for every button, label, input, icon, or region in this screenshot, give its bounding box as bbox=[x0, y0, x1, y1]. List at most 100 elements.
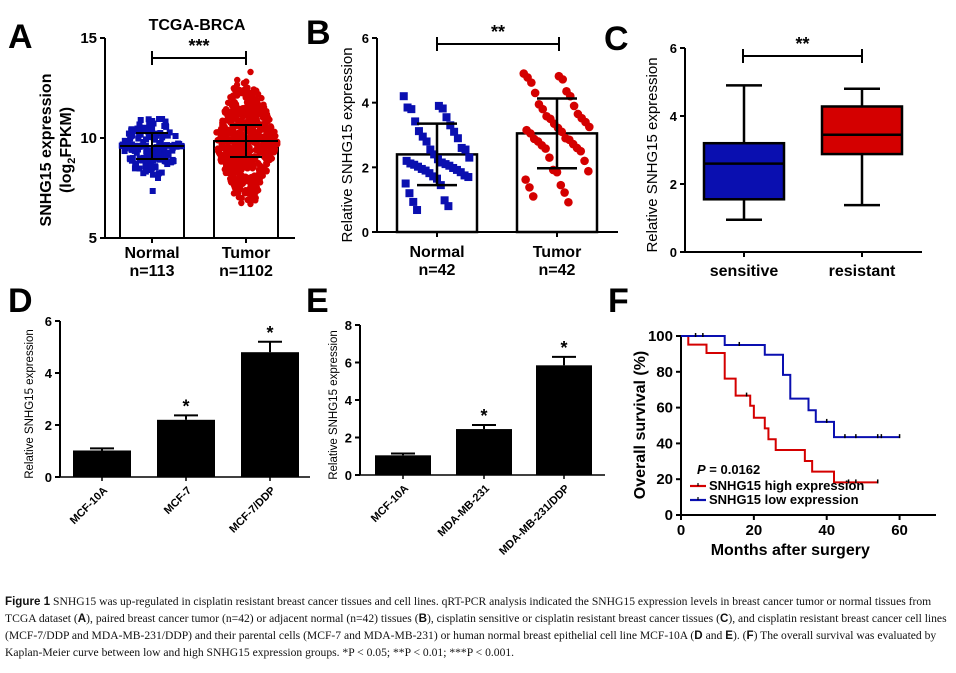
data-point-tumor bbox=[260, 150, 268, 157]
data-point-normal bbox=[147, 159, 154, 166]
panel-c-chart: Relative SNHG15 expression 0 2 4 6 sensitive r… bbox=[644, 34, 922, 280]
panel-e-y-tick-label: 6 bbox=[345, 356, 352, 371]
data-point-tumor bbox=[225, 143, 232, 150]
caption-panel-ref: D bbox=[694, 629, 703, 642]
data-point-normal bbox=[163, 158, 170, 165]
data-point-normal bbox=[149, 125, 156, 132]
x-category-label: Tumor bbox=[533, 244, 582, 261]
data-point-tumor bbox=[528, 192, 538, 201]
panel-b-chart: Relative SNHG15 expression 0246Normaln=42… bbox=[339, 22, 618, 279]
data-point-normal bbox=[167, 159, 174, 166]
y-axis-label: Relative SNHG15 expression bbox=[328, 330, 340, 480]
data-point-normal bbox=[150, 120, 157, 127]
n-label: n=42 bbox=[539, 262, 576, 279]
data-point-tumor bbox=[234, 144, 241, 152]
data-point-normal bbox=[125, 130, 132, 137]
data-point-normal bbox=[413, 206, 422, 215]
data-point-tumor bbox=[237, 110, 244, 117]
caption-panel-ref: E bbox=[725, 629, 733, 642]
data-point-normal bbox=[127, 156, 134, 163]
data-point-normal bbox=[165, 149, 172, 156]
data-point-tumor bbox=[584, 166, 593, 176]
data-point-tumor bbox=[264, 125, 271, 132]
data-point-tumor bbox=[525, 183, 534, 192]
data-point-normal bbox=[159, 116, 166, 122]
data-point-tumor bbox=[558, 75, 567, 84]
chart-title: TCGA-BRCA bbox=[149, 17, 246, 34]
panel-a-y-tick-label: 10 bbox=[80, 130, 97, 147]
data-point-normal bbox=[162, 118, 169, 125]
panel-e-y-tick-label: 4 bbox=[345, 393, 353, 408]
x-category-label: MCF-10A bbox=[68, 485, 110, 527]
bar-mda-mb-231 bbox=[456, 429, 512, 475]
data-point-tumor bbox=[232, 150, 239, 157]
data-point-normal bbox=[155, 175, 162, 181]
caption-panel-ref: C bbox=[719, 612, 729, 625]
x-category-label: MCF-7/DDP bbox=[227, 485, 278, 536]
data-point-normal bbox=[163, 123, 170, 130]
y-axis-label-line1: SNHG15 expression bbox=[38, 74, 55, 227]
box-sensitive bbox=[702, 141, 786, 201]
data-point-tumor bbox=[245, 128, 253, 135]
y-axis-label: Overall survival (%) bbox=[632, 351, 649, 500]
data-point-normal bbox=[464, 173, 473, 182]
data-point-tumor bbox=[231, 86, 238, 93]
y-axis-label-line2: (log2FPKM) bbox=[58, 107, 78, 193]
y-axis-label: Relative SNHG15 expression bbox=[644, 57, 661, 252]
data-point-tumor bbox=[252, 175, 260, 183]
bar-mcf-7/ddp bbox=[241, 352, 299, 477]
data-point-tumor bbox=[233, 161, 240, 169]
data-point-tumor bbox=[223, 169, 230, 176]
panel-f-y-tick-label: 20 bbox=[656, 471, 673, 488]
panel-a-sig-label: *** bbox=[188, 36, 209, 56]
panel-b-y-tick-label: 4 bbox=[362, 96, 370, 111]
data-point-tumor bbox=[238, 166, 245, 173]
panel-c-y-tick-label: 4 bbox=[670, 109, 678, 124]
panel-d-y-tick-label: 4 bbox=[45, 366, 53, 381]
panel-letter-e: E bbox=[306, 282, 329, 320]
data-point-tumor bbox=[234, 76, 241, 84]
data-point-tumor bbox=[235, 130, 243, 137]
panel-f-y-tick-label: 40 bbox=[656, 435, 673, 452]
data-point-tumor bbox=[249, 99, 257, 107]
data-point-tumor bbox=[252, 146, 259, 154]
data-point-normal bbox=[156, 116, 163, 123]
data-point-normal bbox=[414, 127, 423, 136]
bar-mcf-10a bbox=[375, 455, 431, 475]
km-curve-blue bbox=[681, 335, 900, 439]
data-point-normal bbox=[136, 122, 143, 129]
caption-panel-ref: F bbox=[746, 629, 754, 642]
x-category-label: Tumor bbox=[222, 245, 271, 262]
caption-text: ), paired breast cancer tumor (n=42) or … bbox=[86, 612, 419, 625]
data-point-tumor bbox=[214, 148, 222, 155]
panel-f-y-tick-label: 0 bbox=[665, 507, 673, 524]
data-point-normal bbox=[169, 147, 176, 154]
panel-b-y-tick-label: 2 bbox=[362, 160, 369, 175]
data-point-normal bbox=[440, 196, 449, 205]
data-point-normal bbox=[172, 133, 179, 140]
panel-letter-c: C bbox=[604, 20, 629, 58]
bar-mcf-7 bbox=[157, 419, 215, 477]
data-point-normal bbox=[409, 197, 418, 206]
caption-panel-ref: A bbox=[77, 612, 87, 625]
panel-c-sig-label: ** bbox=[795, 34, 809, 54]
caption-panel-ref: B bbox=[418, 612, 427, 625]
data-point-tumor bbox=[255, 166, 263, 174]
panel-c-y-tick-label: 2 bbox=[670, 177, 677, 192]
data-point-tumor bbox=[569, 101, 579, 111]
panel-e-y-tick-label: 2 bbox=[345, 431, 352, 446]
data-point-tumor bbox=[270, 149, 278, 156]
bar-mcf-10a bbox=[73, 450, 131, 477]
caption-text: ), and cisplatin resistant breast cancer… bbox=[5, 612, 947, 642]
data-point-tumor bbox=[220, 118, 228, 125]
legend-label: SNHG15 high expression bbox=[709, 478, 864, 493]
data-point-normal bbox=[446, 121, 455, 130]
data-point-tumor bbox=[219, 127, 227, 135]
panel-d-y-tick-label: 2 bbox=[45, 418, 52, 433]
data-point-normal bbox=[137, 131, 144, 138]
caption-text: SNHG15 was up-regulated in cisplatin res… bbox=[5, 595, 932, 625]
panel-b-y-tick-label: 6 bbox=[362, 31, 369, 46]
km-curve-red bbox=[681, 335, 878, 484]
data-point-normal bbox=[148, 163, 155, 170]
data-point-normal bbox=[135, 135, 142, 142]
